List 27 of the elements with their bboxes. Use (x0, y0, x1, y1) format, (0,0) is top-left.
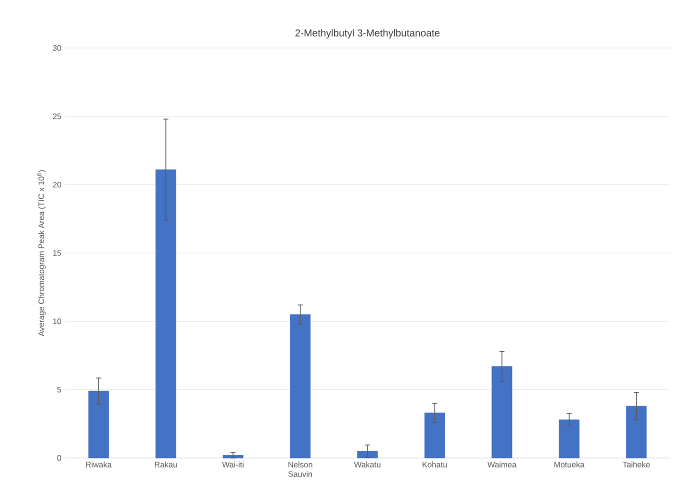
y-axis-title: Average Chromatogram Peak Area (TIC x 10$^{6}$) (37, 170, 46, 336)
x-tick-label: Riwaka (86, 462, 112, 468)
x-tick-label: Motueka (554, 462, 585, 468)
bar (88, 390, 109, 458)
bar (558, 420, 580, 458)
x-tick-label: Wakatu (354, 462, 380, 468)
y-tick-label: 20 (52, 182, 62, 188)
bar (357, 450, 378, 458)
bar (492, 366, 512, 458)
x-tick-label: Waimea (487, 462, 516, 468)
x-tick-label: Wai-iti (222, 462, 244, 468)
y-tick-label: 15 (53, 250, 62, 256)
bar (290, 314, 311, 458)
y-tick-label: 5 (57, 386, 62, 392)
bar (222, 455, 244, 458)
y-tick-label: 25 (52, 114, 62, 120)
y-tick-label: 30 (52, 45, 62, 51)
x-tick-label: Nelson Sauvin (288, 462, 312, 477)
bar (424, 412, 445, 458)
bar (156, 169, 176, 458)
bar (626, 406, 647, 458)
x-tick-label: Rakau (154, 462, 177, 468)
y-tick-label: 10 (53, 318, 62, 324)
x-tick-label: Kohatu (422, 462, 447, 468)
chart-title: 2-Methylbutyl 3-Methylbutanoate (295, 29, 440, 38)
y-tick-label: 0 (57, 455, 62, 461)
x-tick-label: Taiheke (622, 462, 650, 468)
